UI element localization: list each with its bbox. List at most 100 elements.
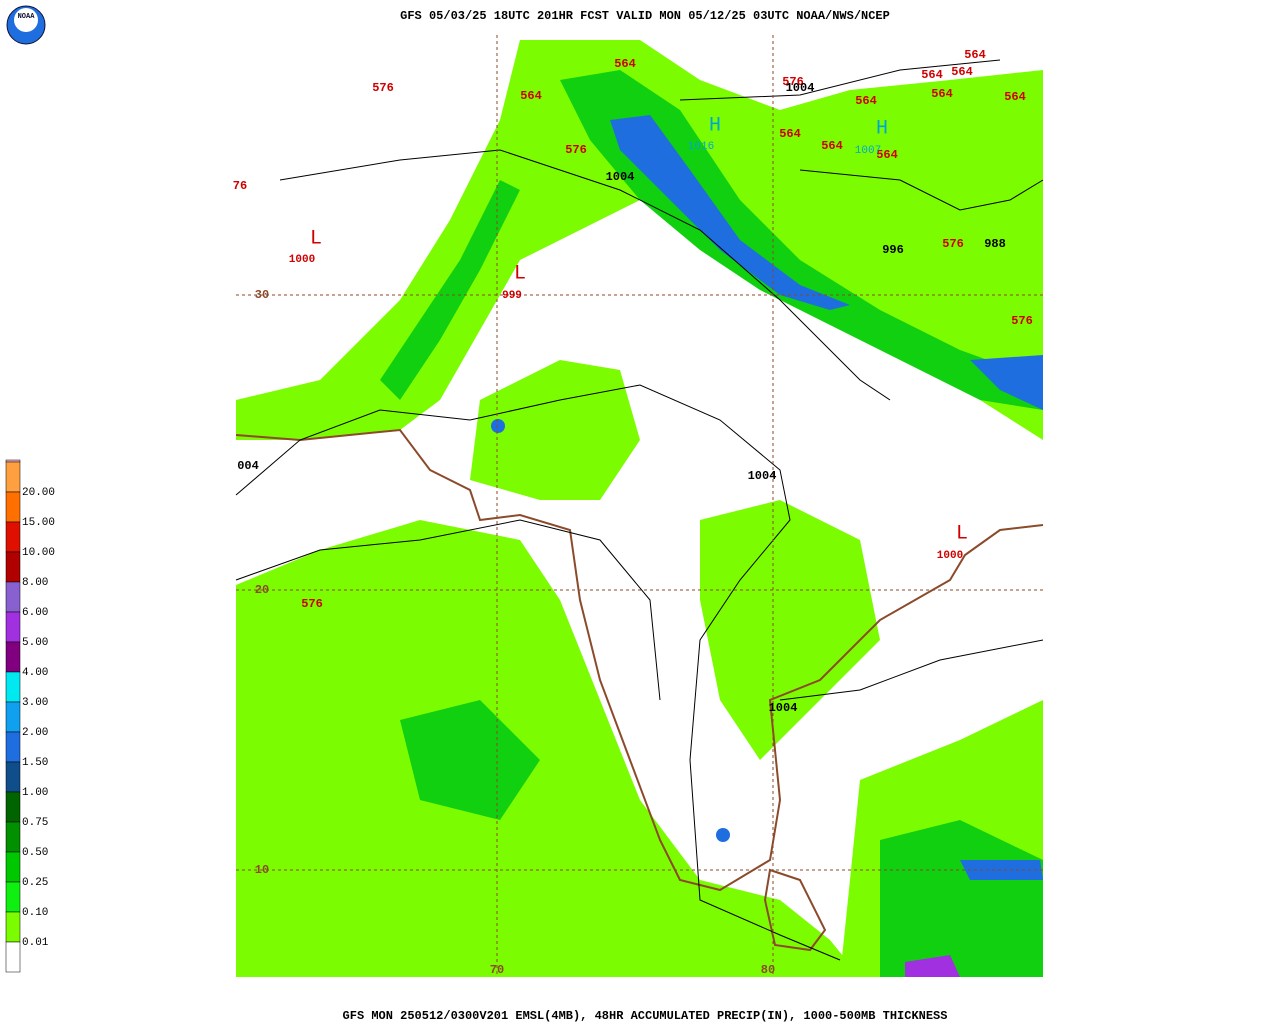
pressure-label: 1004 [748,469,777,483]
precip-heavy [491,115,1043,977]
pressure-label: 1004 [606,170,635,184]
thickness-label: 564 [964,48,986,62]
center-symbol: L [310,227,322,250]
legend-swatch [5,521,21,553]
precip-light [470,360,640,500]
precip-band [380,180,520,400]
legend-swatch [5,581,21,613]
precip-core [491,419,505,433]
logo-text: NOAA [18,13,36,21]
precip-core [960,860,1043,880]
thickness-label: 576 [782,75,804,89]
pressure-label: 1000 [289,254,315,266]
thickness-label: 576 [565,143,587,157]
legend-swatch [5,761,21,793]
isobar [799,169,1044,211]
legend-label: 1.00 [22,787,48,799]
pressure-label: 004 [237,459,259,473]
thickness-label: 564 [1004,90,1026,104]
isobar [679,59,1001,101]
grid-label: 70 [490,963,504,977]
thickness-label: 564 [821,139,843,153]
legend-swatch [5,731,21,763]
legend-label: 1.50 [22,757,48,769]
legend-swatch [5,881,21,913]
legend-swatch [5,461,21,493]
precip-moderate [380,70,1043,977]
isobar [279,149,891,401]
isobars [235,59,1044,961]
thickness-label: 564 [931,87,953,101]
coastline [235,428,1044,952]
legend-label: 0.10 [22,907,48,919]
lat-lon-grid [236,35,1043,977]
legend-label: 15.00 [22,517,55,529]
thickness-label: 564 [614,57,636,71]
thickness-label: 576 [942,237,964,251]
thickness-label: 564 [779,127,801,141]
legend-label: 20.00 [22,487,55,499]
pressure-label: 988 [984,237,1006,251]
legend-label: 8.00 [22,577,48,589]
grid-label: 10 [255,863,269,877]
logo: NOAA [6,5,46,45]
legend-swatch [5,701,21,733]
legend-swatch [5,611,21,643]
pressure-label: 996 [882,243,904,257]
footer-title: GFS MON 250512/0300V201 EMSL(4MB), 48HR … [343,1009,948,1023]
legend-label: 6.00 [22,607,48,619]
legend-swatch [5,911,21,943]
center-symbol: L [956,522,968,545]
thickness-label: 576 [301,597,323,611]
coast-path [763,868,827,952]
center-symbol: L [514,262,526,285]
legend-swatch [5,459,21,463]
logo-inner [14,8,38,32]
thickness-label: 76 [233,179,247,193]
precip-core [905,955,960,977]
legend-swatch [5,791,21,823]
precip-light [700,500,880,760]
thickness-label: 564 [951,65,973,79]
thickness-label: 576 [1011,314,1033,328]
legend-swatch [5,821,21,853]
legend-swatch [5,551,21,583]
high-label: 1007 [855,145,881,157]
legend-label: 4.00 [22,667,48,679]
legend-swatch [5,671,21,703]
header-title: GFS 05/03/25 18UTC 201HR FCST VALID MON … [400,9,890,23]
thickness-label: 564 [876,148,898,162]
thickness-label: 564 [855,94,877,108]
grid-label: 80 [761,963,775,977]
thickness-label: 564 [520,89,542,103]
legend-swatch [5,941,21,973]
legend: 20.00 15.00 10.00 8.00 6.00 5.00 4.00 3.00 2.00 1… [5,459,55,973]
isobar [235,519,661,701]
precip-core [610,115,850,310]
precip-band [400,700,540,820]
legend-label: 3.00 [22,697,48,709]
map-labels: 30 20 10 70 80 576 564 564 576 576 564 564 564 564 564… [233,48,1033,977]
center-symbol: H [876,117,888,140]
thickness-label: 564 [921,68,943,82]
legend-swatch [5,641,21,673]
thickness-label: 576 [372,81,394,95]
precip-core [970,355,1043,410]
precip-core [716,828,730,842]
legend-label: 2.00 [22,727,48,739]
pressure-label: 1004 [786,81,815,95]
legend-label: 0.01 [22,937,49,949]
high-label: 1016 [688,141,714,153]
precip-band [560,70,1043,410]
legend-label: 10.00 [22,547,55,559]
legend-label: 5.00 [22,637,48,649]
legend-label: 0.75 [22,817,48,829]
pressure-label: 1004 [769,701,798,715]
precip-light [236,520,860,977]
precip-band [880,820,1043,977]
coast-path [235,428,1044,892]
grid-label: 20 [255,583,269,597]
center-symbol: H [709,114,721,137]
legend-label: 0.50 [22,847,48,859]
